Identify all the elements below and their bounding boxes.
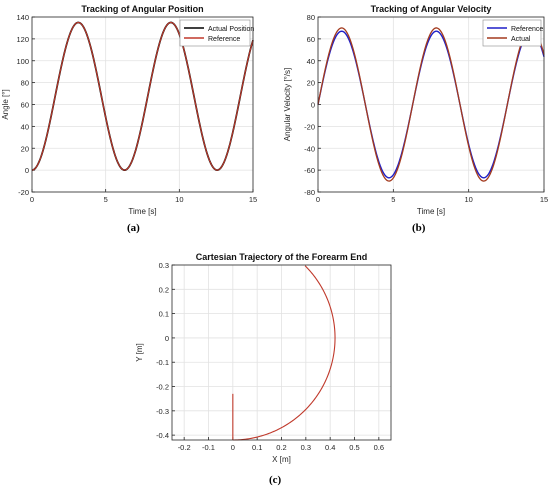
x-tick-label: 10 [464, 195, 472, 204]
x-tick-label: 0.4 [325, 443, 335, 452]
x-tick-label: -0.2 [178, 443, 191, 452]
axes-box [317, 16, 545, 193]
legend-box [482, 19, 542, 47]
y-tick-label: 80 [21, 79, 29, 88]
x-tick-label: 10 [175, 195, 183, 204]
y-tick-label: -0.2 [156, 383, 169, 392]
x-tick-label: 0.2 [276, 443, 286, 452]
legend-label-1: Actual Position [208, 26, 254, 33]
chart-title: Tracking of Angular Position [81, 4, 203, 14]
x-tick-label: 0.1 [252, 443, 262, 452]
series-line-2 [31, 21, 254, 171]
y-tick-label: 60 [307, 35, 315, 44]
panel-label-c: (c) [269, 474, 282, 486]
legend-label-2: Actual [511, 36, 531, 43]
y-tick-label: 0 [311, 101, 315, 110]
series-line-2 [317, 27, 545, 182]
y-tick-label: -40 [304, 144, 315, 153]
panel-label-a: (a) [127, 222, 140, 234]
series-line-1 [232, 265, 336, 441]
y-tick-label: -60 [304, 166, 315, 175]
x-axis-label: Time [s] [417, 207, 445, 216]
y-tick-label: 60 [21, 101, 29, 110]
x-tick-label: 15 [249, 195, 257, 204]
y-tick-label: 20 [307, 79, 315, 88]
chart-title: Cartesian Trajectory of the Forearm End [196, 252, 368, 262]
y-tick-label: 0 [25, 166, 29, 175]
x-axis-label: Time [s] [128, 207, 156, 216]
y-axis-label: Angle [°] [1, 89, 10, 119]
x-axis-label: X [m] [272, 455, 291, 464]
y-tick-label: 40 [21, 122, 29, 131]
y-tick-label: 0.1 [159, 310, 169, 319]
y-tick-label: 40 [307, 57, 315, 66]
y-tick-label: -20 [18, 188, 29, 197]
x-tick-label: 0.6 [374, 443, 384, 452]
x-tick-label: 0 [316, 195, 320, 204]
axes-box [31, 16, 254, 193]
y-tick-label: -0.4 [156, 431, 169, 440]
y-tick-label: 120 [16, 35, 29, 44]
y-tick-label: -0.1 [156, 358, 169, 367]
chart-angular-velocity: 0 5 10 15 -80 -60 -40 -20 0 20 40 60 80 Tracking of A… [283, 4, 548, 216]
x-tick-label: 0 [30, 195, 34, 204]
y-tick-label: 100 [16, 57, 29, 66]
x-tick-label: 0.3 [301, 443, 311, 452]
y-tick-label: 0.2 [159, 285, 169, 294]
x-tick-label: 5 [104, 195, 108, 204]
y-tick-label: 0.3 [159, 261, 169, 270]
y-tick-label: -0.3 [156, 407, 169, 416]
chart-cartesian-trajectory: -0.2 -0.1 0 0.1 0.2 0.3 0.4 0.5 0.6 -0.4 -0.3 -0.2 -… [135, 252, 392, 464]
x-tick-label: -0.1 [202, 443, 215, 452]
x-tick-label: 0.5 [349, 443, 359, 452]
panel-label-b: (b) [412, 222, 426, 234]
y-tick-label: 0 [165, 334, 169, 343]
y-tick-label: -20 [304, 122, 315, 131]
chart-title: Tracking of Angular Velocity [371, 4, 492, 14]
y-tick-label: 140 [16, 13, 29, 22]
x-tick-label: 5 [391, 195, 395, 204]
x-tick-label: 15 [540, 195, 548, 204]
y-tick-label: 80 [307, 13, 315, 22]
legend-label-1: Reference [511, 26, 543, 33]
y-tick-label: 20 [21, 144, 29, 153]
y-tick-label: -80 [304, 188, 315, 197]
axes-box [171, 264, 392, 441]
y-axis-label: Angular Velocity [°/s] [283, 68, 292, 141]
y-axis-label: Y [m] [135, 343, 144, 362]
x-tick-label: 0 [231, 443, 235, 452]
legend-box [179, 19, 251, 47]
legend-label-2: Reference [208, 36, 240, 43]
